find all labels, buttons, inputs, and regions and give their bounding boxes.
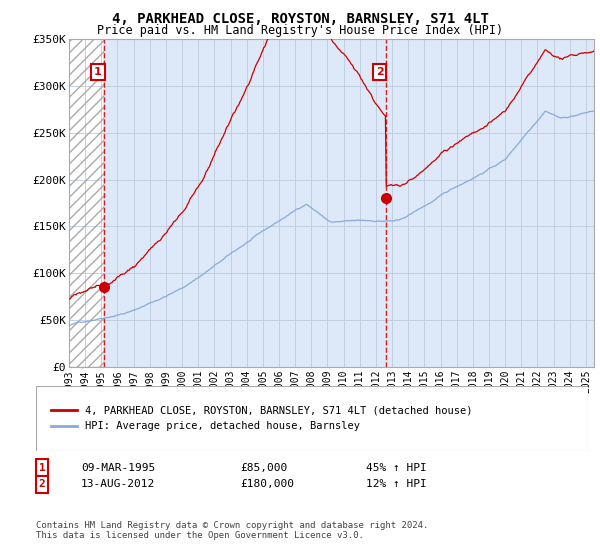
Text: 1: 1 xyxy=(94,67,102,77)
Text: Price paid vs. HM Land Registry's House Price Index (HPI): Price paid vs. HM Land Registry's House … xyxy=(97,24,503,36)
Text: 1: 1 xyxy=(38,463,46,473)
Legend: 4, PARKHEAD CLOSE, ROYSTON, BARNSLEY, S71 4LT (detached house), HPI: Average pri: 4, PARKHEAD CLOSE, ROYSTON, BARNSLEY, S7… xyxy=(47,402,477,435)
Text: 2: 2 xyxy=(376,67,383,77)
Text: £85,000: £85,000 xyxy=(240,463,287,473)
Text: 12% ↑ HPI: 12% ↑ HPI xyxy=(366,479,427,489)
Bar xyxy=(69,39,104,367)
FancyBboxPatch shape xyxy=(36,386,588,451)
Text: £180,000: £180,000 xyxy=(240,479,294,489)
Text: 13-AUG-2012: 13-AUG-2012 xyxy=(81,479,155,489)
Text: 45% ↑ HPI: 45% ↑ HPI xyxy=(366,463,427,473)
Text: 2: 2 xyxy=(38,479,46,489)
Text: Contains HM Land Registry data © Crown copyright and database right 2024.
This d: Contains HM Land Registry data © Crown c… xyxy=(36,521,428,540)
Bar xyxy=(69,39,104,367)
Text: 4, PARKHEAD CLOSE, ROYSTON, BARNSLEY, S71 4LT: 4, PARKHEAD CLOSE, ROYSTON, BARNSLEY, S7… xyxy=(112,12,488,26)
Text: 09-MAR-1995: 09-MAR-1995 xyxy=(81,463,155,473)
